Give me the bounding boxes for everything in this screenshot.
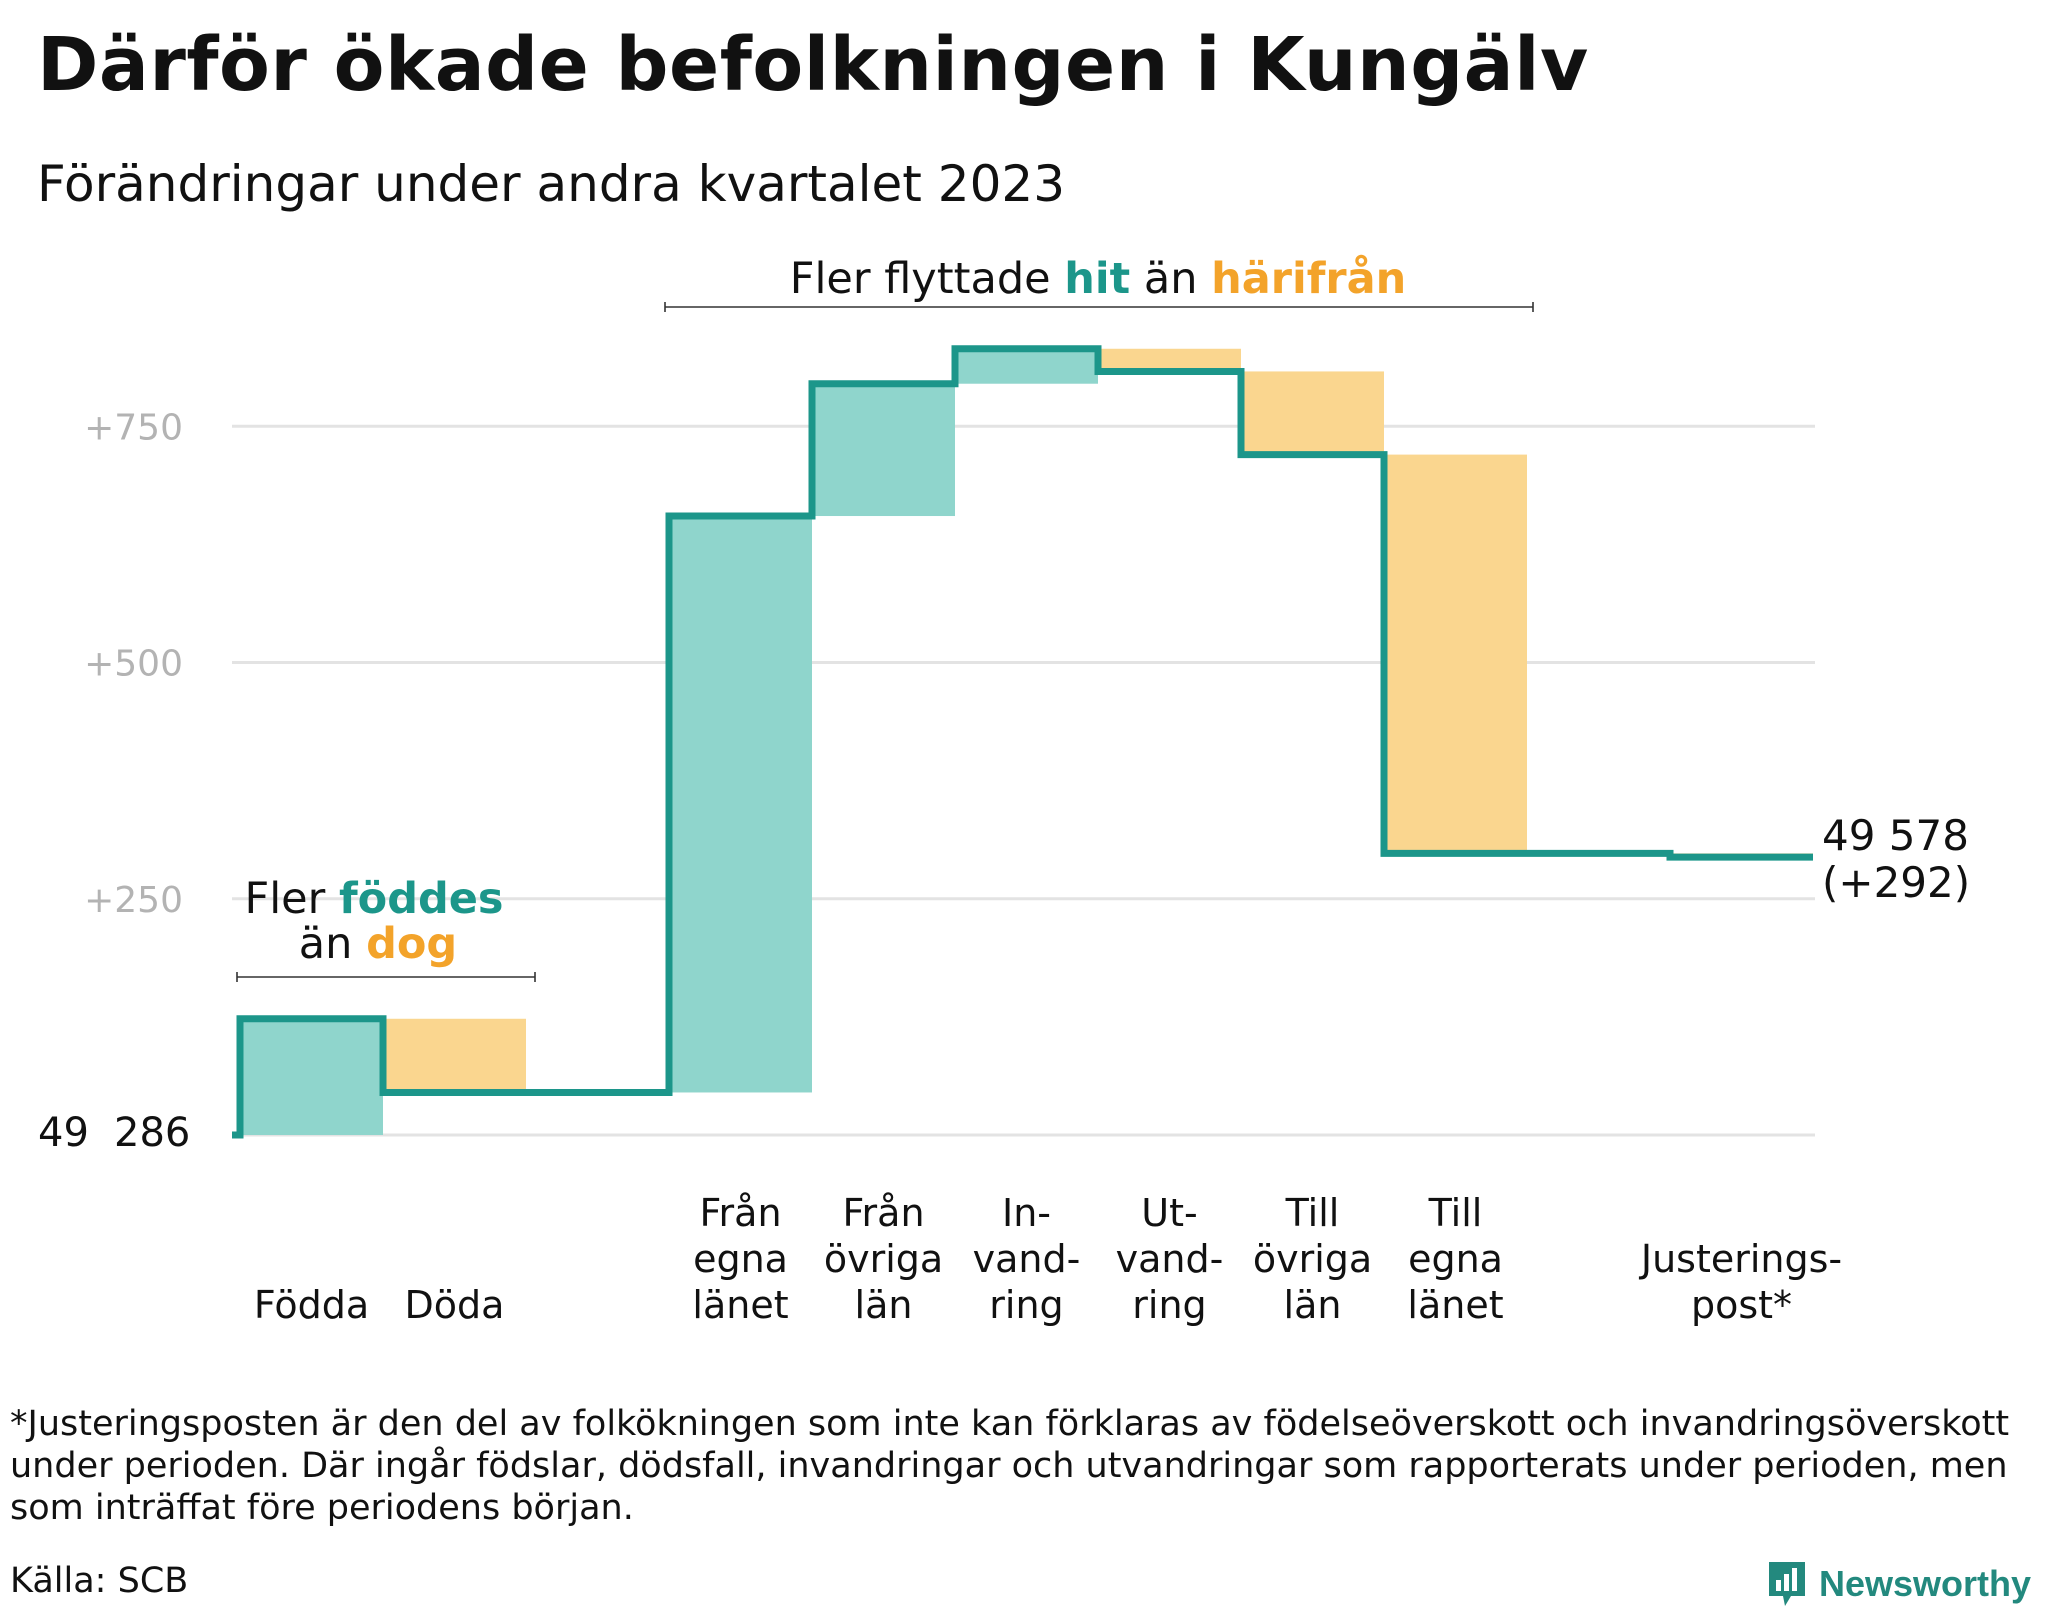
newsworthy-logo[interactable]: Newsworthy	[1767, 1560, 2031, 1608]
increase-bar	[669, 516, 812, 1093]
increase-bar	[240, 1018, 383, 1135]
category-label: vand-	[1116, 1237, 1224, 1281]
footnote: *Justeringsposten är den del av folkökni…	[10, 1403, 2009, 1529]
category-label: ring	[1132, 1283, 1206, 1327]
category-label: egna	[693, 1237, 788, 1281]
footnote-line: som inträffat före periodens början.	[10, 1488, 634, 1528]
annotation-births-deaths-part: dog	[366, 919, 457, 969]
annotation-migration-part: härifrån	[1211, 254, 1406, 304]
category-label: Från	[699, 1191, 781, 1235]
category-label: Till	[1428, 1191, 1483, 1235]
category-label: In-	[1002, 1191, 1051, 1235]
end-value-label: (+292)	[1822, 858, 1970, 907]
source-credit: Källa: SCB	[10, 1561, 189, 1601]
category-label: ring	[989, 1283, 1063, 1327]
annotation-migration: Fler flyttade hit än härifrån	[790, 254, 1407, 304]
category-label: post*	[1691, 1283, 1792, 1327]
decrease-bar	[1098, 348, 1241, 372]
footnote-line: *Justeringsposten är den del av folkökni…	[10, 1404, 2010, 1444]
category-label: Från	[842, 1191, 924, 1235]
annotation-births-deaths: än dog	[299, 919, 457, 969]
footnote-line: under perioden. Där ingår födslar, dödsf…	[10, 1446, 2008, 1486]
y-tick-label: +750	[84, 407, 183, 448]
annotation-births-deaths: Fler föddes	[244, 874, 503, 924]
category-label: Justerings-	[1639, 1237, 1842, 1281]
category-label: län	[855, 1283, 913, 1327]
y-tick-label: +250	[84, 880, 183, 921]
annotation-migration-part: hit	[1064, 254, 1130, 304]
category-label: egna	[1408, 1237, 1503, 1281]
increase-bar	[955, 348, 1098, 384]
category-label: övriga	[1253, 1237, 1372, 1281]
annotation-births-deaths-part: Fler	[244, 874, 338, 924]
decrease-bar	[1241, 371, 1384, 455]
category-label: län	[1284, 1283, 1342, 1327]
category-label: Till	[1285, 1191, 1340, 1235]
annotation-births-deaths-part: än	[299, 919, 366, 969]
category-label: vand-	[973, 1237, 1081, 1281]
decrease-bar	[1384, 454, 1527, 854]
y-tick-label: +500	[84, 644, 183, 685]
annotation-migration-part: än	[1130, 254, 1211, 304]
category-label: Döda	[405, 1283, 505, 1327]
category-label: länet	[1407, 1283, 1503, 1327]
increase-bar	[812, 383, 955, 517]
category-label: Födda	[254, 1283, 369, 1327]
chart-title: Därför ökade befolkningen i Kungälv	[37, 22, 1589, 108]
category-label: övriga	[824, 1237, 943, 1281]
annotation-births-deaths-part: föddes	[339, 874, 504, 924]
newsworthy-logo-icon	[1769, 1562, 1805, 1606]
category-label: länet	[692, 1283, 788, 1327]
baseline-value-label: 286	[114, 1110, 190, 1156]
decrease-bar	[383, 1018, 526, 1093]
category-label: Ut-	[1141, 1191, 1197, 1235]
newsworthy-logo-text: Newsworthy	[1819, 1563, 2032, 1604]
cumulative-step-line	[232, 345, 1813, 1139]
end-value-label: 49 578	[1822, 811, 1969, 860]
annotation-migration-part: Fler flyttade	[790, 254, 1065, 304]
chart-subtitle: Förändringar under andra kvartalet 2023	[37, 155, 1066, 213]
baseline-value-label: 49	[38, 1110, 89, 1156]
